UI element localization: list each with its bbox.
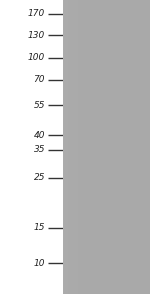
Bar [0, 0, 63, 294]
Text: 35: 35 [33, 146, 45, 155]
Text: 55: 55 [33, 101, 45, 109]
Text: 25: 25 [33, 173, 45, 183]
Text: 70: 70 [33, 76, 45, 84]
Text: 40: 40 [33, 131, 45, 139]
Ellipse shape [101, 53, 123, 63]
Text: 100: 100 [28, 54, 45, 63]
Text: 170: 170 [28, 9, 45, 19]
Text: 130: 130 [28, 31, 45, 39]
Text: 15: 15 [33, 223, 45, 233]
Ellipse shape [75, 57, 88, 63]
Ellipse shape [94, 186, 122, 204]
Text: 10: 10 [33, 258, 45, 268]
